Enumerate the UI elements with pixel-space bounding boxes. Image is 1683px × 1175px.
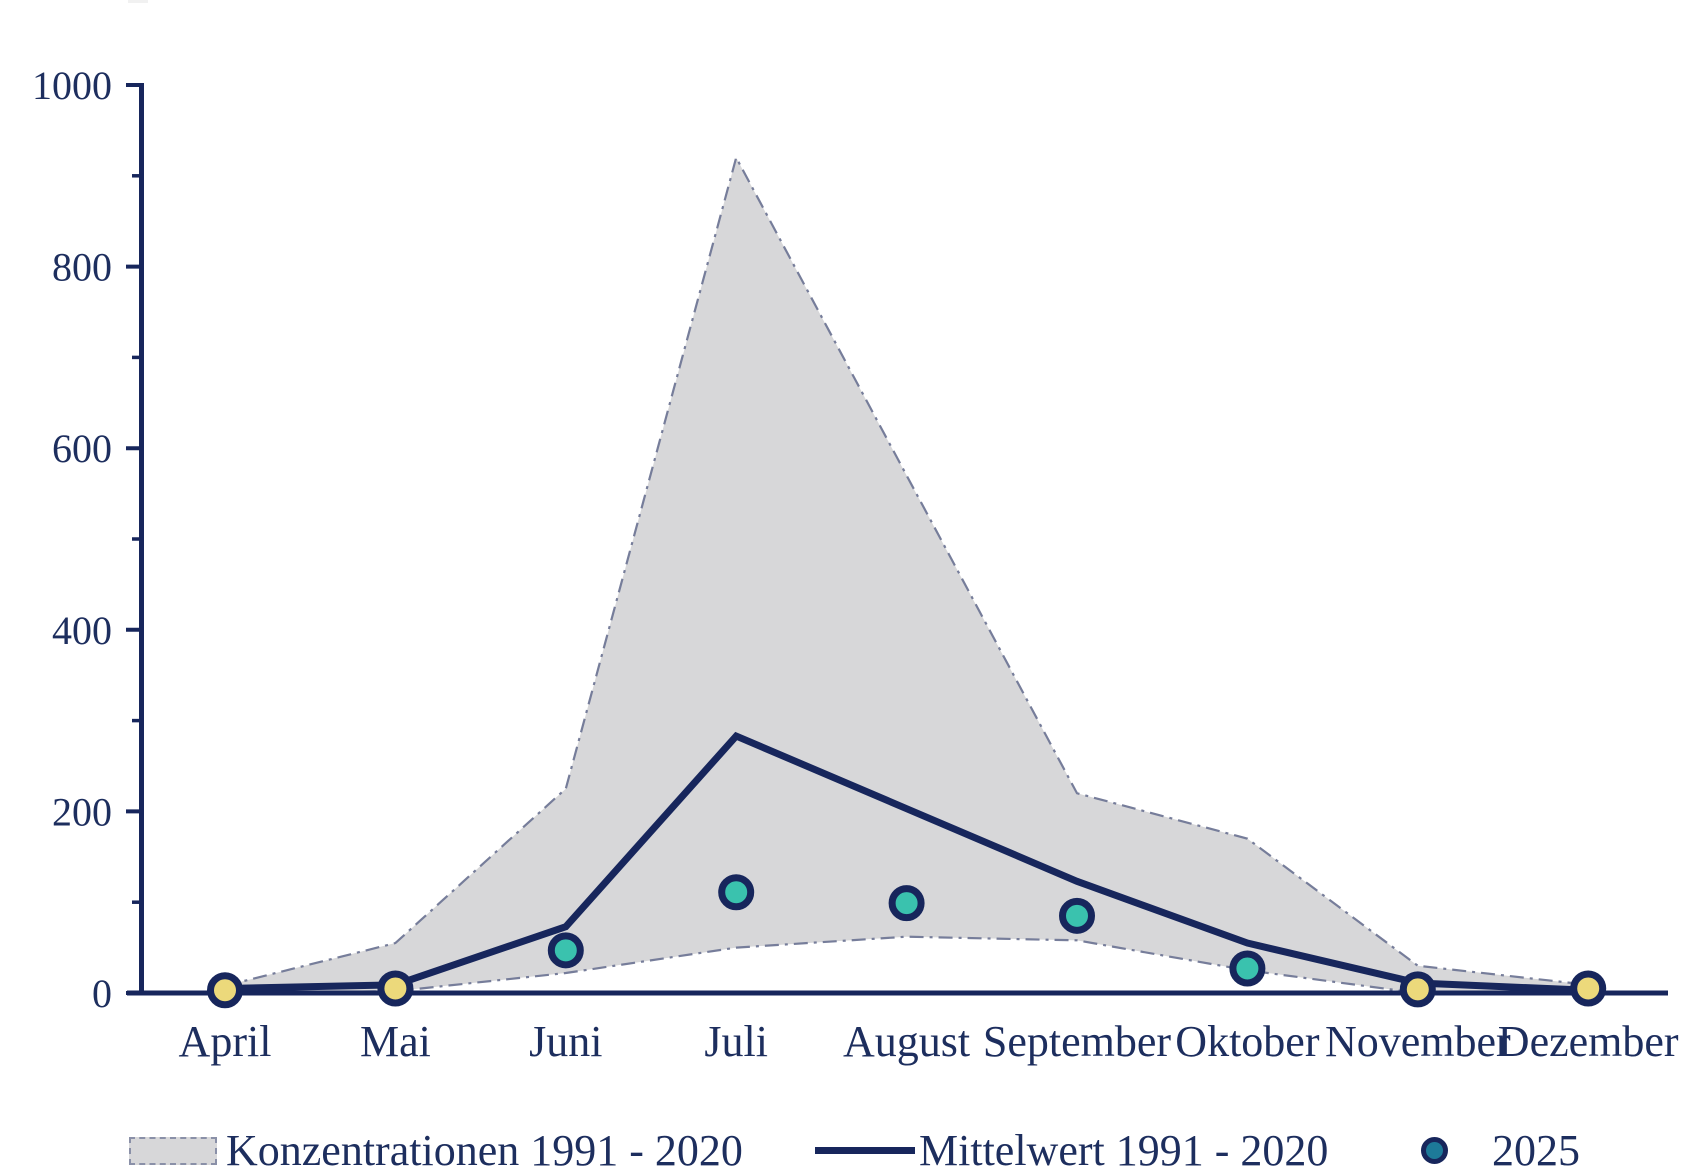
x-tick-label: Juli bbox=[704, 1017, 768, 1066]
x-tick-label: Mai bbox=[360, 1017, 431, 1066]
y-tick-label: 800 bbox=[52, 245, 112, 290]
x-tick-label: Oktober bbox=[1175, 1017, 1320, 1066]
chart-legend: Konzentrationen 1991 - 2020 Mittelwert 1… bbox=[0, 1126, 1683, 1175]
legend-label-concentrations: Konzentrationen 1991 - 2020 bbox=[226, 1125, 743, 1175]
x-tick-label: April bbox=[179, 1017, 272, 1066]
data-point-november bbox=[1399, 971, 1436, 1008]
legend-item-mean: Mittelwert 1991 - 2020 bbox=[815, 1126, 1328, 1175]
y-tick-label: 0 bbox=[92, 971, 112, 1016]
data-point-juli bbox=[718, 874, 755, 911]
line-swatch-icon bbox=[815, 1147, 915, 1154]
mean-line bbox=[221, 731, 1592, 994]
data-point-mai bbox=[377, 970, 414, 1007]
data-point-september bbox=[1059, 897, 1095, 934]
cropped-top-artifact bbox=[128, 0, 148, 3]
y-tick-label: 1000 bbox=[32, 63, 112, 108]
data-point-dezember bbox=[1570, 970, 1607, 1007]
dot-swatch-icon bbox=[1421, 1137, 1448, 1164]
x-tick-label: August bbox=[843, 1017, 970, 1066]
y-tick-label: 400 bbox=[52, 608, 112, 653]
legend-label-2025: 2025 bbox=[1492, 1125, 1580, 1175]
y-tick-label: 600 bbox=[52, 426, 112, 471]
data-point-juni bbox=[547, 932, 584, 969]
x-tick-label: September bbox=[983, 1017, 1172, 1066]
x-tick-label: Juni bbox=[529, 1017, 602, 1066]
x-tick-label: November bbox=[1325, 1017, 1511, 1066]
legend-label-mean: Mittelwert 1991 - 2020 bbox=[919, 1125, 1329, 1175]
data-point-oktober bbox=[1229, 950, 1266, 987]
data-point-april bbox=[207, 972, 243, 1009]
concentration-band-area bbox=[223, 154, 1590, 995]
band-swatch-icon bbox=[129, 1136, 217, 1165]
legend-item-2025: 2025 bbox=[1421, 1126, 1580, 1175]
y-tick-label: 200 bbox=[52, 789, 112, 834]
x-tick-label: Dezember bbox=[1498, 1017, 1679, 1066]
data-point-august bbox=[888, 885, 925, 922]
legend-item-concentrations: Konzentrationen 1991 - 2020 bbox=[129, 1126, 743, 1175]
